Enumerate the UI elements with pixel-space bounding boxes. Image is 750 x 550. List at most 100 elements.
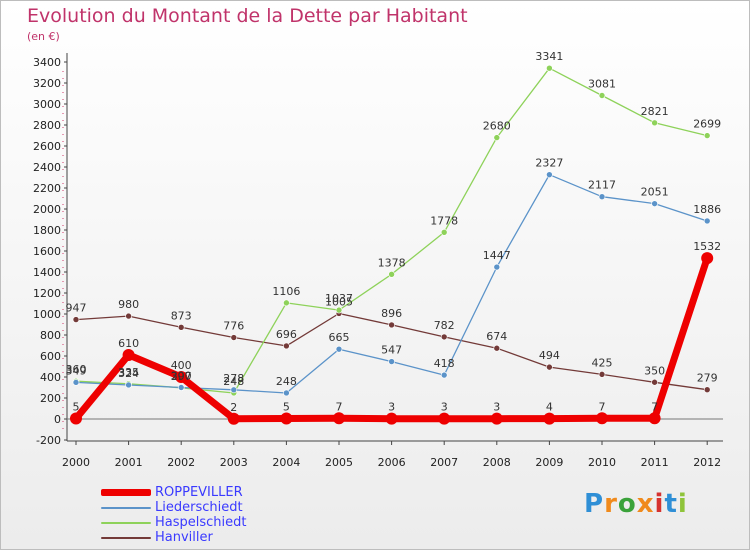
logo-letter: o <box>617 489 637 519</box>
data-label: 248 <box>276 375 297 388</box>
x-tick-label: 2009 <box>535 456 563 469</box>
legend-item: Liederschiedt <box>101 500 247 515</box>
data-point <box>651 200 658 207</box>
legend-label: Liederschiedt <box>155 500 243 515</box>
data-label: 3 <box>441 401 448 414</box>
data-label: 425 <box>592 356 613 369</box>
data-label: 3 <box>493 401 500 414</box>
logo-letter: P <box>584 489 605 519</box>
logo-letter: i <box>677 489 688 519</box>
data-point <box>283 342 290 350</box>
data-label: 2051 <box>641 186 669 199</box>
data-label: 547 <box>381 344 402 357</box>
y-tick-label: 0 <box>54 413 61 426</box>
y-tick-label: 1800 <box>33 224 61 237</box>
data-label: 5 <box>73 400 80 413</box>
data-label: 335 <box>118 366 139 379</box>
data-point <box>493 134 501 141</box>
data-point <box>440 371 448 379</box>
data-point <box>440 229 448 236</box>
data-label: 1532 <box>693 240 721 253</box>
data-label: 278 <box>223 372 244 385</box>
data-point <box>125 312 132 320</box>
y-tick-label: 600 <box>40 350 61 363</box>
logo-letter: i <box>654 489 665 519</box>
data-point <box>230 386 238 394</box>
y-tick-label: 1400 <box>33 266 61 279</box>
data-point <box>177 324 185 331</box>
data-label: 947 <box>66 302 87 315</box>
data-label: 279 <box>697 372 718 385</box>
data-point <box>175 371 188 383</box>
data-label: 2821 <box>641 105 669 118</box>
data-point <box>385 412 398 425</box>
data-label: 248 <box>223 375 244 388</box>
y-tick-label: 400 <box>40 371 61 384</box>
data-point <box>388 271 395 278</box>
y-tick-label: 3400 <box>33 56 61 69</box>
data-label: 350 <box>644 364 665 377</box>
data-label: 2327 <box>535 157 563 170</box>
x-tick-label: 2001 <box>115 456 143 469</box>
y-tick-label: 3000 <box>33 98 61 111</box>
legend-swatch <box>101 506 151 509</box>
legend-label: Hanviller <box>155 530 213 545</box>
data-label: 2117 <box>588 179 616 192</box>
x-tick-label: 2008 <box>483 456 511 469</box>
x-tick-label: 2002 <box>167 456 195 469</box>
legend-item: Haspelschiedt <box>101 515 247 530</box>
legend: ROPPEVILLER Liederschiedt Haspelschiedt Han… <box>101 485 247 545</box>
data-label: 3 <box>388 401 395 414</box>
data-point <box>122 348 135 361</box>
data-label: 494 <box>539 349 560 362</box>
data-label: 5 <box>283 400 290 413</box>
data-label: 300 <box>171 370 192 383</box>
data-label: 7 <box>599 400 606 413</box>
x-tick-label: 2000 <box>62 456 90 469</box>
data-point <box>546 64 553 72</box>
data-point <box>230 334 238 341</box>
data-label: 674 <box>486 330 507 343</box>
data-label: 896 <box>381 307 402 320</box>
x-tick-label: 2005 <box>325 456 353 469</box>
data-label: 665 <box>329 331 350 344</box>
y-tick-label: 1000 <box>33 308 61 321</box>
y-tick-label: 2400 <box>33 161 61 174</box>
data-point <box>546 363 553 371</box>
data-point <box>701 252 714 265</box>
x-tick-label: 2010 <box>588 456 616 469</box>
logo-letter: t <box>664 489 678 519</box>
data-label: 1447 <box>483 249 511 262</box>
data-point <box>388 358 395 365</box>
legend-label: ROPPEVILLER <box>155 485 243 500</box>
proxiti-logo: Proxiti <box>584 489 688 519</box>
data-point <box>598 371 606 378</box>
data-point <box>703 217 711 225</box>
data-point <box>596 412 608 425</box>
data-label: 696 <box>276 328 297 341</box>
x-tick-label: 2004 <box>272 456 300 469</box>
data-point <box>598 92 606 99</box>
data-label: 7 <box>651 400 658 413</box>
data-point <box>125 381 132 389</box>
data-point <box>703 132 711 139</box>
data-label: 2680 <box>483 120 511 133</box>
data-label: 418 <box>434 357 455 370</box>
data-point <box>72 379 80 386</box>
data-label: 776 <box>223 320 244 333</box>
data-point <box>177 384 185 391</box>
data-label: 2699 <box>693 118 721 131</box>
y-tick-label: 2000 <box>33 203 61 216</box>
data-point <box>648 412 661 425</box>
data-labels: 947 9808737766961005896782674494425350279… <box>66 50 722 414</box>
data-label: 1106 <box>272 285 300 298</box>
data-label: 4 <box>546 401 553 414</box>
legend-swatch <box>101 536 151 539</box>
y-tick-label: 800 <box>40 329 61 342</box>
y-tick-label: -200 <box>36 434 61 447</box>
data-point <box>546 171 553 178</box>
data-point <box>490 412 503 425</box>
x-tick-label: 2003 <box>220 456 248 469</box>
